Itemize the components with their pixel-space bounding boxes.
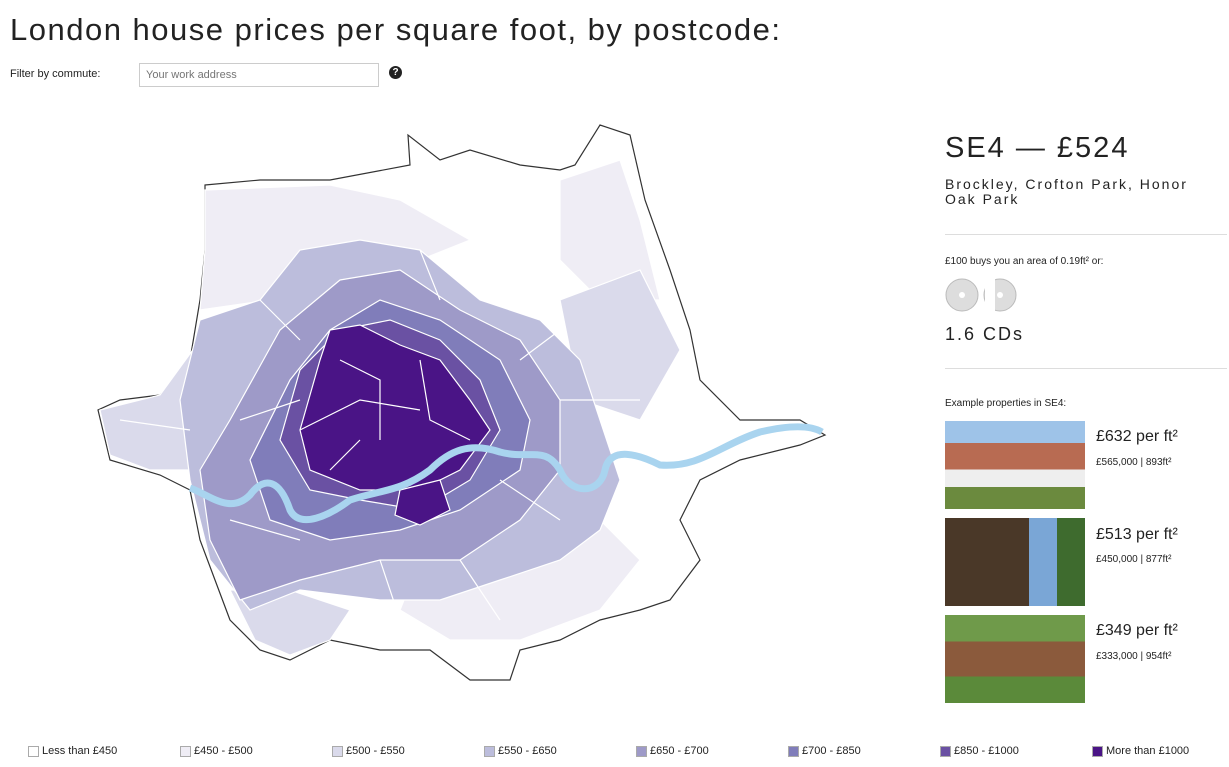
legend-label: £500 - £550 <box>346 745 405 757</box>
legend-swatch <box>636 745 647 757</box>
title: London house prices per square foot, by … <box>10 12 782 47</box>
map <box>97 124 827 681</box>
legend-swatch <box>1092 745 1103 757</box>
legend-item: £500 - £550 <box>332 745 405 757</box>
filter-label: Filter by commute: <box>10 68 101 80</box>
region[interactable] <box>299 324 491 491</box>
legend-item: £450 - £500 <box>180 745 253 757</box>
price-per-ft: £632 per ft² <box>1096 428 1178 445</box>
legend-item: £700 - £850 <box>788 745 861 757</box>
legend-swatch <box>28 745 39 757</box>
buys-text: £100 buys you an area of 0.19ft² or: <box>945 256 1104 267</box>
property-details: £565,000 | 893ft² <box>1096 457 1172 468</box>
legend-item: Less than £450 <box>28 745 117 757</box>
property-photo[interactable] <box>945 518 1085 606</box>
legend-swatch <box>940 745 951 757</box>
price-per-ft: £513 per ft² <box>1096 526 1178 543</box>
legend-swatch <box>484 745 495 757</box>
legend: Less than £450 £450 - £500 £500 - £550 £550… <box>0 745 1229 765</box>
legend-label: £850 - £1000 <box>954 745 1019 757</box>
property-photo[interactable] <box>945 615 1085 703</box>
property-details: £450,000 | 877ft² <box>1096 554 1172 565</box>
legend-item: £550 - £650 <box>484 745 557 757</box>
legend-label: £700 - £850 <box>802 745 861 757</box>
cd-count: 1.6 CDs <box>945 324 1025 344</box>
legend-item: More than £1000 <box>1092 745 1189 757</box>
work-address-input[interactable] <box>139 63 379 87</box>
legend-label: Less than £450 <box>42 745 118 757</box>
legend-item: £850 - £1000 <box>940 745 1019 757</box>
property-details: £333,000 | 954ft² <box>1096 651 1172 662</box>
postcode-heading: SE4 — £524 <box>945 132 1130 164</box>
areas: Brockley, Crofton Park, Honor Oak Park <box>945 176 1188 207</box>
river <box>188 423 824 524</box>
legend-swatch <box>788 745 799 757</box>
legend-label: More than £1000 <box>1106 745 1190 757</box>
cd-icons <box>945 278 1017 314</box>
property-photo[interactable] <box>945 421 1085 509</box>
examples-title: Example properties in SE4: <box>945 398 1067 409</box>
legend-label: £550 - £650 <box>498 745 557 757</box>
help-icon[interactable]: ? <box>389 66 402 79</box>
divider <box>945 368 1227 369</box>
legend-item: £650 - £700 <box>636 745 709 757</box>
divider <box>945 234 1227 235</box>
legend-label: £450 - £500 <box>194 745 253 757</box>
legend-label: £650 - £700 <box>650 745 709 757</box>
legend-swatch <box>332 745 343 757</box>
legend-swatch <box>180 745 191 757</box>
region[interactable] <box>559 159 661 301</box>
price-per-ft: £349 per ft² <box>1096 622 1178 639</box>
region[interactable] <box>394 479 451 526</box>
